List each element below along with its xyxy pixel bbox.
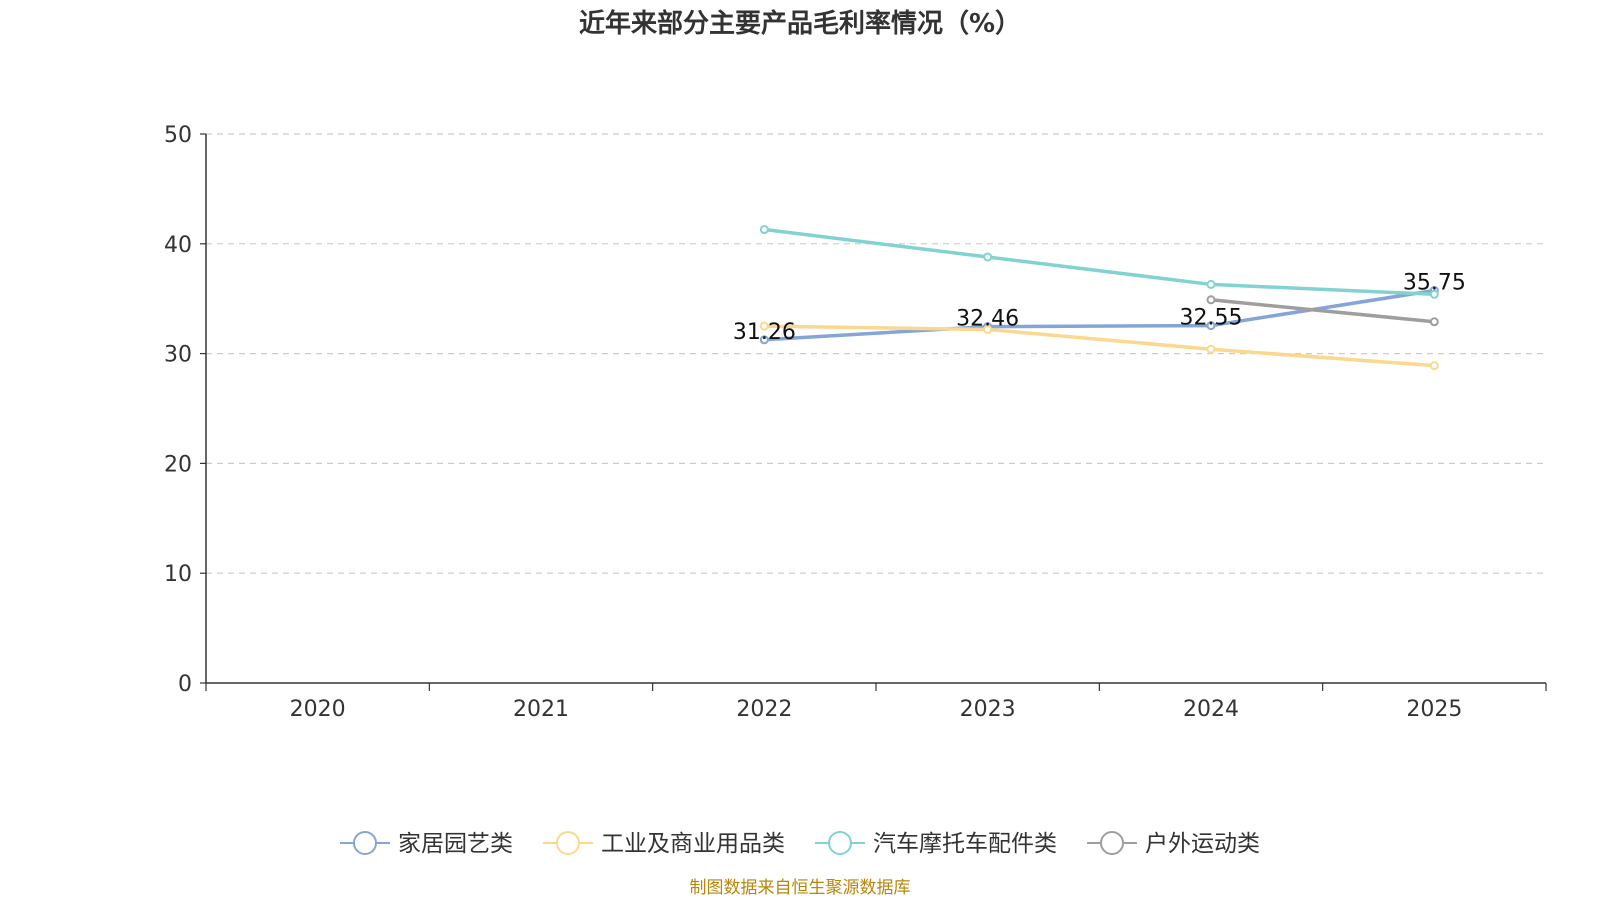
- legend-item[interactable]: 工业及商业用品类: [543, 831, 785, 857]
- data-point: [759, 225, 769, 235]
- legend-circle-icon: [828, 831, 852, 855]
- y-tick-label: 20: [164, 452, 192, 477]
- axes: 0 10 20 30 40 50 2020 2021 2022 2023 2024 2025: [164, 123, 1547, 722]
- y-tick-label: 50: [164, 123, 192, 148]
- data-label: 35.75: [1403, 270, 1466, 295]
- legend-circle-icon: [1100, 831, 1124, 855]
- legend-label: 户外运动类: [1145, 831, 1260, 857]
- data-point: [1206, 321, 1216, 331]
- legend-label: 工业及商业用品类: [601, 831, 785, 857]
- series: [759, 225, 1439, 371]
- data-label: 32.46: [956, 307, 1019, 332]
- x-tick-label: 2023: [960, 697, 1016, 722]
- data-labels: 31.26 32.46 32.55 35.75: [733, 270, 1466, 344]
- legend-item[interactable]: 汽车摩托车配件类: [815, 831, 1057, 857]
- data-point: [983, 252, 993, 262]
- legend-label: 家居园艺类: [398, 831, 513, 857]
- legend-circle-icon: [556, 831, 580, 855]
- source-note: 制图数据来自恒生聚源数据库: [690, 878, 911, 898]
- y-tick-label: 40: [164, 233, 192, 258]
- legend-item[interactable]: 户外运动类: [1087, 831, 1260, 857]
- series-line-1: [764, 324, 1435, 368]
- series-line-0: [764, 288, 1435, 342]
- legend-label: 汽车摩托车配件类: [873, 831, 1057, 857]
- x-tick-label: 2020: [290, 697, 346, 722]
- x-tick-label: 2025: [1406, 697, 1462, 722]
- chart-title: 近年来部分主要产品毛利率情况（%）: [579, 8, 1021, 39]
- data-point: [1206, 295, 1216, 305]
- y-tick-label: 0: [178, 672, 192, 697]
- data-point: [1429, 317, 1439, 327]
- series-line-3: [1210, 298, 1435, 324]
- data-label: 32.55: [1180, 306, 1243, 331]
- grid: [206, 133, 1546, 574]
- legend-circle-icon: [353, 831, 377, 855]
- legend-item[interactable]: 家居园艺类: [340, 831, 513, 857]
- data-point: [1206, 344, 1216, 354]
- data-label: 31.26: [733, 320, 796, 345]
- x-tick-label: 2024: [1183, 697, 1239, 722]
- data-point: [759, 321, 769, 331]
- data-point: [759, 335, 769, 345]
- x-tick-label: 2021: [513, 697, 569, 722]
- y-tick-label: 30: [164, 343, 192, 368]
- data-point: [1206, 279, 1216, 289]
- data-point: [983, 324, 993, 334]
- series-line-2: [764, 227, 1435, 297]
- legend[interactable]: 家居园艺类 工业及商业用品类 汽车摩托车配件类 户外运动类: [340, 831, 1260, 857]
- y-tick-label: 10: [164, 562, 192, 587]
- data-point: [1429, 361, 1439, 371]
- data-point: [1429, 289, 1439, 299]
- x-tick-label: 2022: [736, 697, 792, 722]
